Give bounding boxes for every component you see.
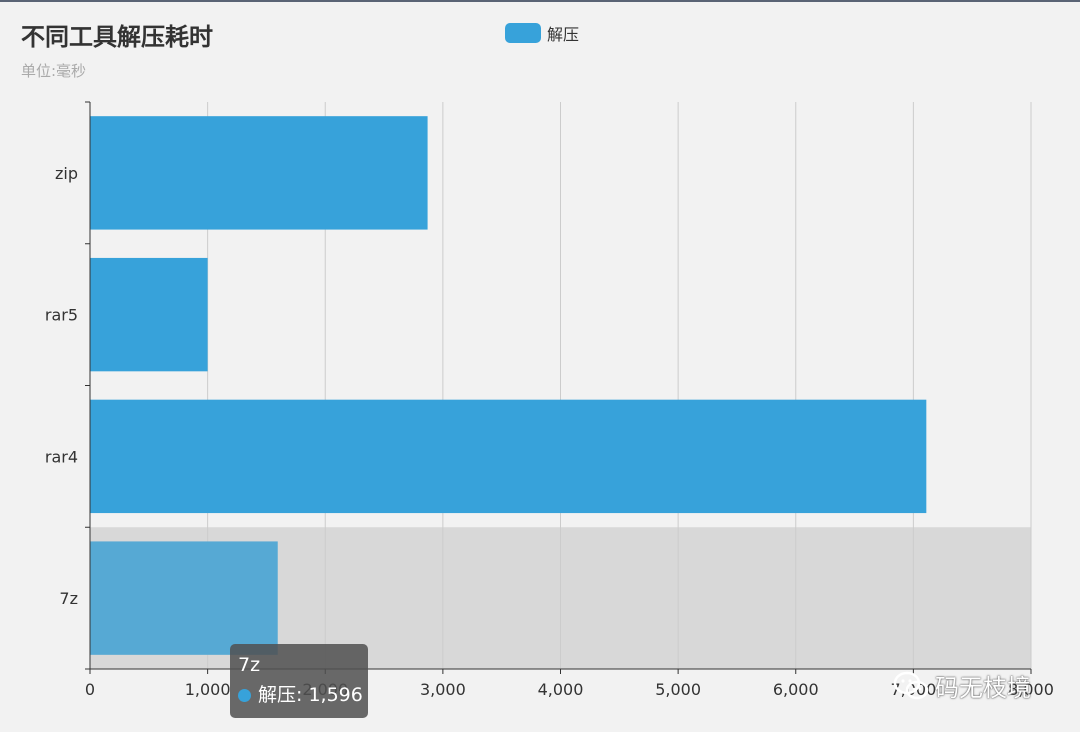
x-tick-label: 4,000 [538, 680, 584, 699]
bar-7z[interactable] [90, 541, 278, 655]
y-tick-label-7z: 7z [59, 589, 78, 608]
bar-rar5[interactable] [90, 257, 208, 372]
legend-item[interactable]: 解压 [505, 21, 579, 45]
tooltip-series-label: 解压 [258, 684, 297, 706]
chart-title: 不同工具解压耗时 [21, 23, 213, 51]
x-tick-label: 0 [85, 680, 95, 699]
tooltip-row: 解压: 1,596 [238, 682, 368, 708]
tooltip-marker [238, 688, 251, 702]
x-tick-label: 3,000 [420, 680, 466, 699]
y-tick-label-zip: zip [55, 164, 78, 183]
bar-zip[interactable] [90, 116, 428, 230]
bar-rar4[interactable] [90, 399, 927, 514]
y-tick-label-rar4: rar4 [45, 447, 78, 466]
tooltip-title: 7z [238, 654, 261, 676]
x-tick-label: 6,000 [773, 680, 819, 699]
x-tick-label: 5,000 [655, 680, 701, 699]
tooltip: 7z 解压: 1,596 [230, 644, 368, 718]
legend-label: 解压 [547, 25, 580, 44]
watermark: 码无枝境 [893, 668, 1031, 703]
chart-subtitle: 单位:毫秒 [21, 62, 87, 80]
y-tick-label-rar5: rar5 [45, 306, 78, 325]
watermark-text: 码无枝境 [935, 674, 1031, 702]
x-tick-label: 8,000 [1008, 680, 1054, 699]
legend-swatch [505, 23, 541, 43]
wechat-icon [893, 671, 929, 699]
tooltip-value: 1,596 [308, 684, 363, 706]
top-border [0, 0, 1080, 2]
x-tick-label: 1,000 [185, 680, 231, 699]
